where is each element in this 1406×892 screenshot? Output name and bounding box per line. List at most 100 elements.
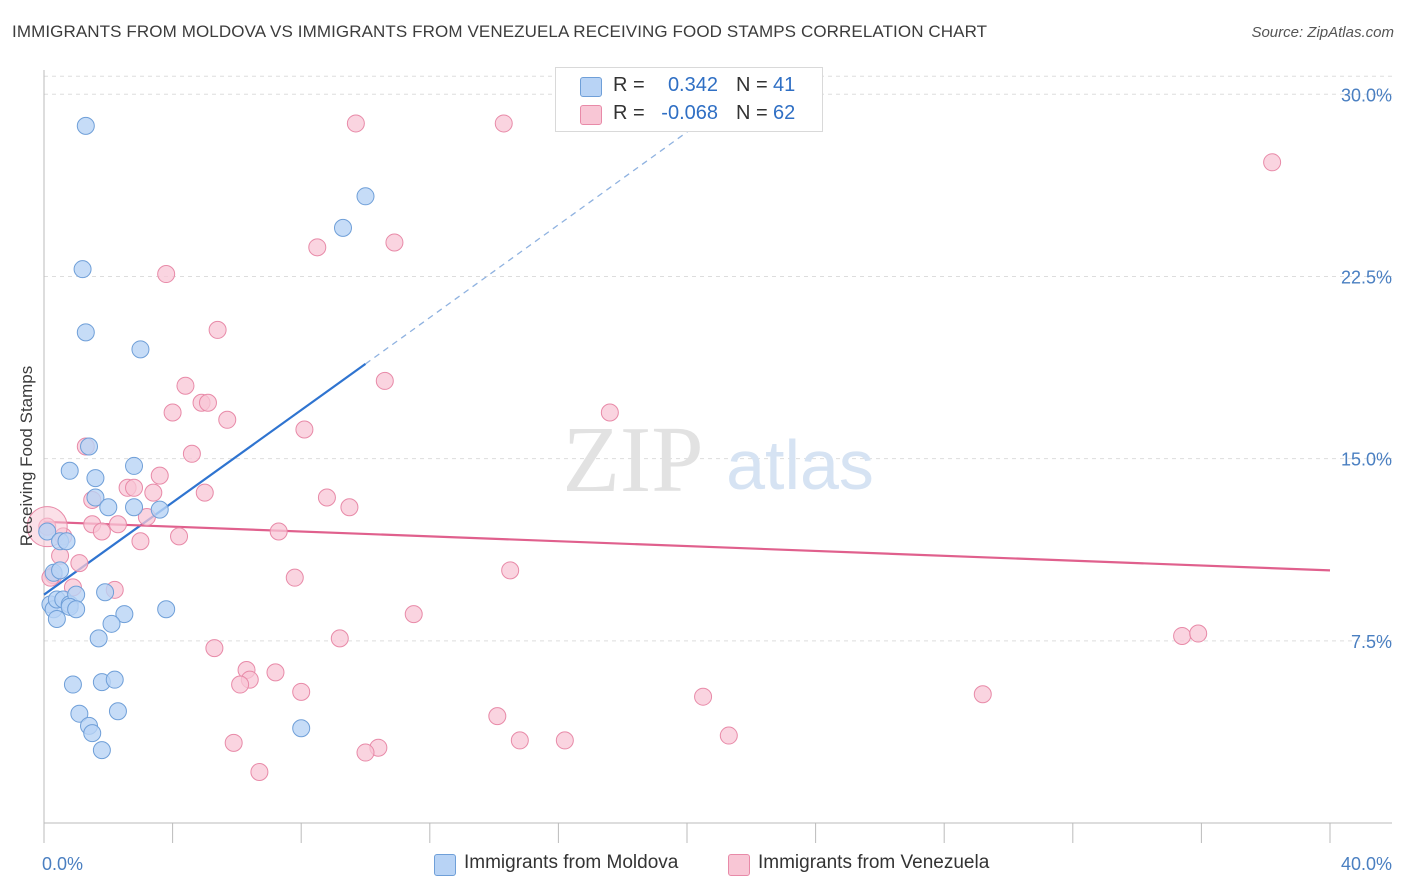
y-tick-label: 30.0% — [1341, 85, 1392, 105]
watermark-atlas: atlas — [726, 426, 874, 504]
data-point-venezuela — [292, 682, 311, 701]
data-point-moldova — [92, 741, 111, 760]
legend-swatch-venezuela — [728, 854, 750, 876]
data-point-moldova — [356, 187, 375, 206]
data-point-moldova — [76, 323, 95, 342]
chart-title: IMMIGRANTS FROM MOLDOVA VS IMMIGRANTS FR… — [12, 22, 988, 41]
data-point-venezuela — [163, 403, 182, 422]
data-point-venezuela — [70, 554, 89, 573]
series-moldova-points — [38, 116, 375, 760]
data-point-venezuela — [719, 726, 738, 745]
legend-n-label: N = — [736, 74, 768, 96]
data-point-moldova — [99, 498, 118, 517]
data-point-venezuela — [295, 420, 314, 439]
trend-line-moldova — [43, 363, 367, 596]
legend-row-venezuela: R = -0.068 N = 62 — [556, 100, 822, 128]
grid-lines — [44, 75, 1392, 642]
legend-label-moldova: Immigrants from Moldova — [464, 852, 679, 873]
data-point-moldova — [57, 532, 76, 551]
data-point-venezuela — [285, 568, 304, 587]
source-credit: Source: ZipAtlas.com — [1251, 24, 1394, 41]
data-point-venezuela — [501, 561, 520, 580]
data-point-venezuela — [125, 478, 144, 497]
data-point-venezuela — [195, 483, 214, 502]
data-point-venezuela — [157, 265, 176, 284]
x-tick-label: 0.0% — [42, 854, 83, 874]
data-point-venezuela — [92, 522, 111, 541]
legend-row-moldova: R = 0.342 N = 41 — [556, 72, 822, 100]
data-point-moldova — [333, 218, 352, 237]
legend-r-value: 0.342 — [667, 74, 718, 96]
data-point-venezuela — [108, 515, 127, 534]
axes — [43, 70, 1392, 843]
data-point-venezuela — [404, 605, 423, 624]
data-point-moldova — [63, 675, 82, 694]
data-point-moldova — [125, 498, 144, 517]
data-point-moldova — [38, 522, 57, 541]
data-point-venezuela — [224, 733, 243, 752]
data-point-venezuela — [182, 444, 201, 463]
data-point-venezuela — [250, 762, 269, 781]
data-point-moldova — [73, 260, 92, 279]
data-point-venezuela — [131, 532, 150, 551]
data-point-venezuela — [308, 238, 327, 257]
data-point-venezuela — [208, 320, 227, 339]
data-point-venezuela — [266, 663, 285, 682]
data-point-venezuela — [150, 466, 169, 485]
legend-swatch-moldova — [580, 77, 602, 97]
data-point-venezuela — [330, 629, 349, 648]
data-point-moldova — [105, 670, 124, 689]
data-point-venezuela — [488, 707, 507, 726]
watermark-zip: ZIP — [563, 408, 704, 512]
data-point-venezuela — [375, 371, 394, 390]
legend-r-label: R = — [613, 74, 645, 96]
y-tick-label: 22.5% — [1341, 267, 1392, 287]
data-point-moldova — [67, 600, 86, 619]
legend-n-value: 62 — [773, 102, 796, 124]
data-point-venezuela — [231, 675, 250, 694]
legend-swatch-moldova — [434, 854, 456, 876]
data-point-venezuela — [555, 731, 574, 750]
data-point-moldova — [76, 116, 95, 135]
data-point-moldova — [125, 456, 144, 475]
data-point-moldova — [70, 704, 89, 723]
data-point-moldova — [150, 500, 169, 519]
data-point-venezuela — [218, 410, 237, 429]
data-point-venezuela — [198, 393, 217, 412]
legend-r-value: -0.068 — [661, 102, 718, 124]
data-point-venezuela — [1263, 153, 1282, 172]
data-point-moldova — [51, 561, 70, 580]
trend-line-moldova-extension — [365, 108, 720, 365]
data-point-moldova — [108, 702, 127, 721]
data-point-moldova — [89, 629, 108, 648]
data-point-venezuela — [1173, 626, 1192, 645]
data-point-moldova — [47, 609, 66, 628]
correlation-legend: R = 0.342 N = 41 R = -0.068 N = 62 — [555, 67, 823, 132]
y-tick-label: 15.0% — [1341, 450, 1392, 470]
y-tick-label: 7.5% — [1351, 632, 1392, 652]
data-point-moldova — [131, 340, 150, 359]
data-point-venezuela — [205, 639, 224, 658]
data-point-venezuela — [385, 233, 404, 252]
data-point-venezuela — [694, 687, 713, 706]
axis-ticks: 7.5% 15.0% 22.5% 30.0% 0.0% 40.0% — [42, 85, 1392, 874]
data-point-moldova — [86, 488, 105, 507]
data-point-venezuela — [1189, 624, 1208, 643]
data-point-venezuela — [170, 527, 189, 546]
legend-n-label: N = — [736, 102, 768, 124]
data-point-venezuela — [176, 376, 195, 395]
data-point-venezuela — [340, 498, 359, 517]
data-point-moldova — [83, 724, 102, 743]
data-point-venezuela — [356, 743, 375, 762]
data-point-moldova — [86, 469, 105, 488]
data-point-moldova — [157, 600, 176, 619]
trend-lines — [43, 108, 1331, 596]
legend-swatch-venezuela — [580, 105, 602, 125]
data-point-venezuela — [317, 488, 336, 507]
x-tick-label: 40.0% — [1341, 854, 1392, 874]
trend-line-venezuela — [43, 520, 1331, 572]
series-legend: Immigrants from Moldova Immigrants from … — [0, 852, 1406, 878]
data-point-moldova — [60, 461, 79, 480]
data-point-venezuela — [144, 483, 163, 502]
